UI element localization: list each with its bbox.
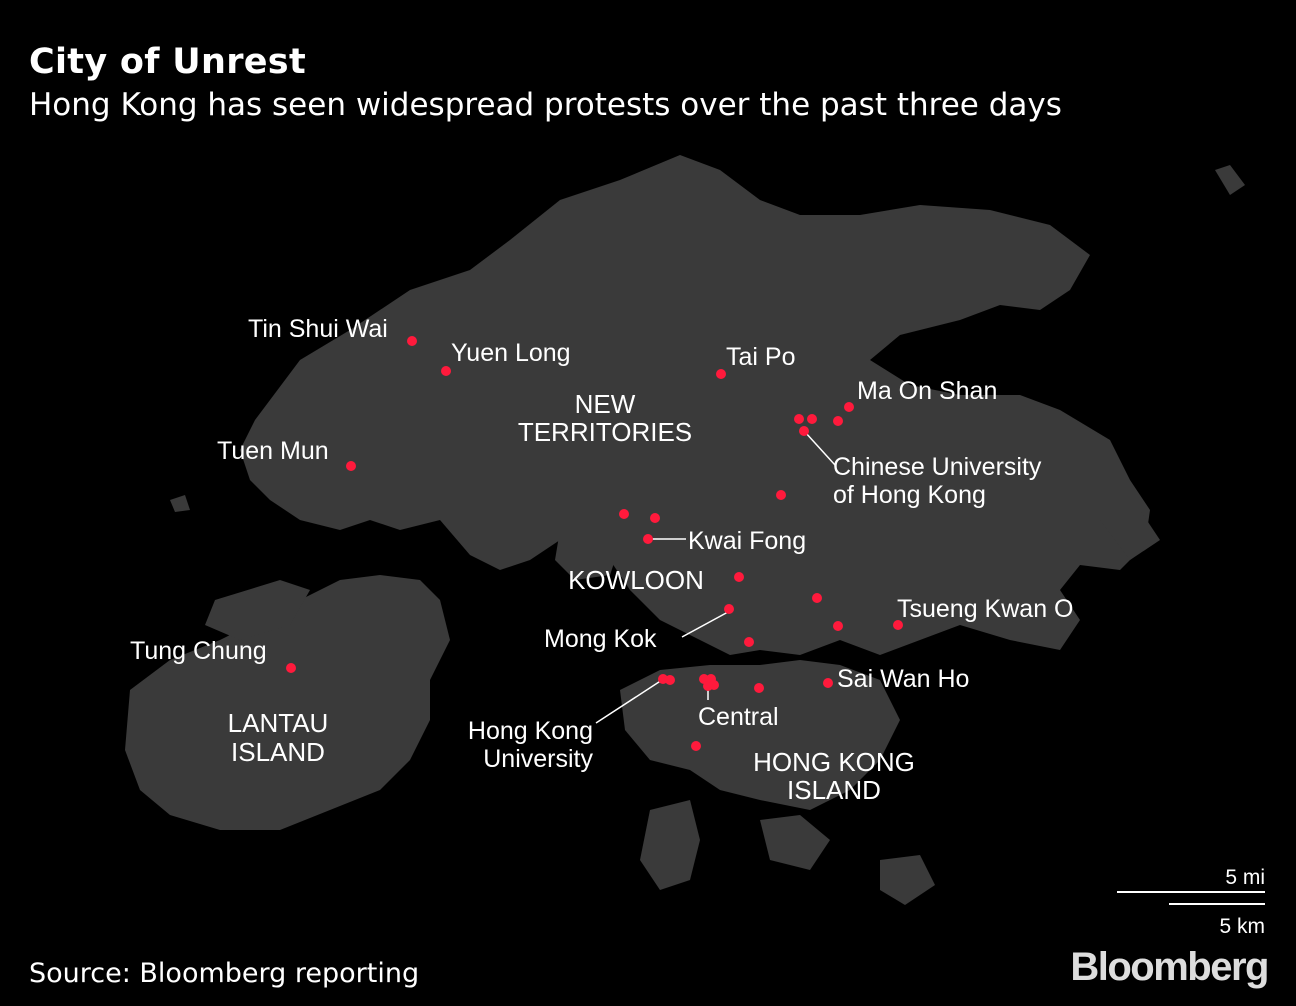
label-ma-on-shan: Ma On Shan [857,377,997,405]
land-masses [125,155,1245,905]
source-note: Source: Bloomberg reporting [29,958,420,989]
dot-central-4 [709,680,719,690]
dot-tin-shui-wai [407,336,417,346]
leader-hku [595,679,663,724]
dot-sai-wan-ho [823,678,833,688]
dot-yuen-long [441,366,451,376]
southern-island-1 [760,815,830,870]
nw-island [170,495,190,512]
scale-bar: 5 mi 5 km [1117,866,1265,938]
region-hk-island-line1: HONG KONG [753,747,915,777]
region-labels: NEW TERRITORIES KOWLOON LANTAU ISLAND HO… [228,389,915,805]
label-hku-line1: Hong Kong [468,717,593,745]
place-labels: Tin Shui Wai Yuen Long Tuen Mun Tai Po M… [130,315,1074,773]
label-tung-chung: Tung Chung [130,637,267,665]
tsing-yi [555,520,620,580]
region-kowloon: KOWLOON [568,565,704,595]
dot-sha-tin [776,490,786,500]
bloomberg-logo: Bloomberg [1070,945,1269,989]
label-sai-wan-ho: Sai Wan Ho [837,665,969,693]
dot-kowloon-east [812,593,822,603]
label-tin-shui-wai: Tin Shui Wai [248,315,388,343]
scale-km-label: 5 km [1219,915,1265,938]
region-lantau-line2: ISLAND [231,737,325,767]
leader-mong-kok [681,611,729,638]
lantau-landmass [125,575,450,830]
dot-cuhk-3 [799,426,809,436]
dot-causeway-bay [754,683,764,693]
label-tuen-mun: Tuen Mun [217,437,329,465]
leader-cuhk [804,431,836,466]
dot-mong-kok [724,604,734,614]
mainland-landmass [240,155,1150,655]
region-new-territories-line1: NEW [575,389,636,419]
label-central: Central [698,703,779,731]
southern-island-2 [880,855,935,905]
dot-kwai-chung-2 [650,513,660,523]
dot-tuen-mun [346,461,356,471]
lamma-island [640,800,700,890]
label-mong-kok: Mong Kok [544,625,657,653]
label-yuen-long: Yuen Long [451,339,571,367]
dot-aberdeen [691,741,701,751]
label-kwai-fong: Kwai Fong [688,527,806,555]
hk-island-landmass [620,660,900,810]
region-new-territories-line2: TERRITORIES [518,417,692,447]
dot-tai-po [716,369,726,379]
dot-cuhk-2 [807,414,817,424]
sai-kung-island [1100,510,1160,560]
chart-title: City of Unrest [29,42,306,82]
dot-kwun-tong [833,621,843,631]
region-hk-island-line2: ISLAND [787,775,881,805]
label-tai-po: Tai Po [726,343,795,371]
scale-miles-label: 5 mi [1225,866,1265,889]
dot-ma-on-shan-2 [833,416,843,426]
chart-subtitle: Hong Kong has seen widespread protests o… [29,87,1062,123]
label-cuhk-line2: of Hong Kong [833,481,986,509]
label-hku-line2: University [483,745,593,773]
leader-lines [595,431,836,724]
ne-island [1215,165,1245,195]
dot-tung-chung [286,663,296,673]
dot-hku-2 [665,675,675,685]
protest-locations [286,336,903,751]
dot-kwai-chung-1 [619,509,629,519]
chek-lap-kok [205,580,310,640]
label-cuhk-line1: Chinese University [833,453,1042,481]
region-lantau-line1: LANTAU [228,708,329,738]
dot-ma-on-shan [844,402,854,412]
dot-cuhk-1 [794,414,804,424]
dot-kwai-fong [643,534,653,544]
dot-kowloon-1 [734,572,744,582]
label-tseung-kwan-o: Tsueng Kwan O [897,595,1074,623]
dot-tseung-kwan-o [893,620,903,630]
dot-tsim-sha-tsui [744,637,754,647]
